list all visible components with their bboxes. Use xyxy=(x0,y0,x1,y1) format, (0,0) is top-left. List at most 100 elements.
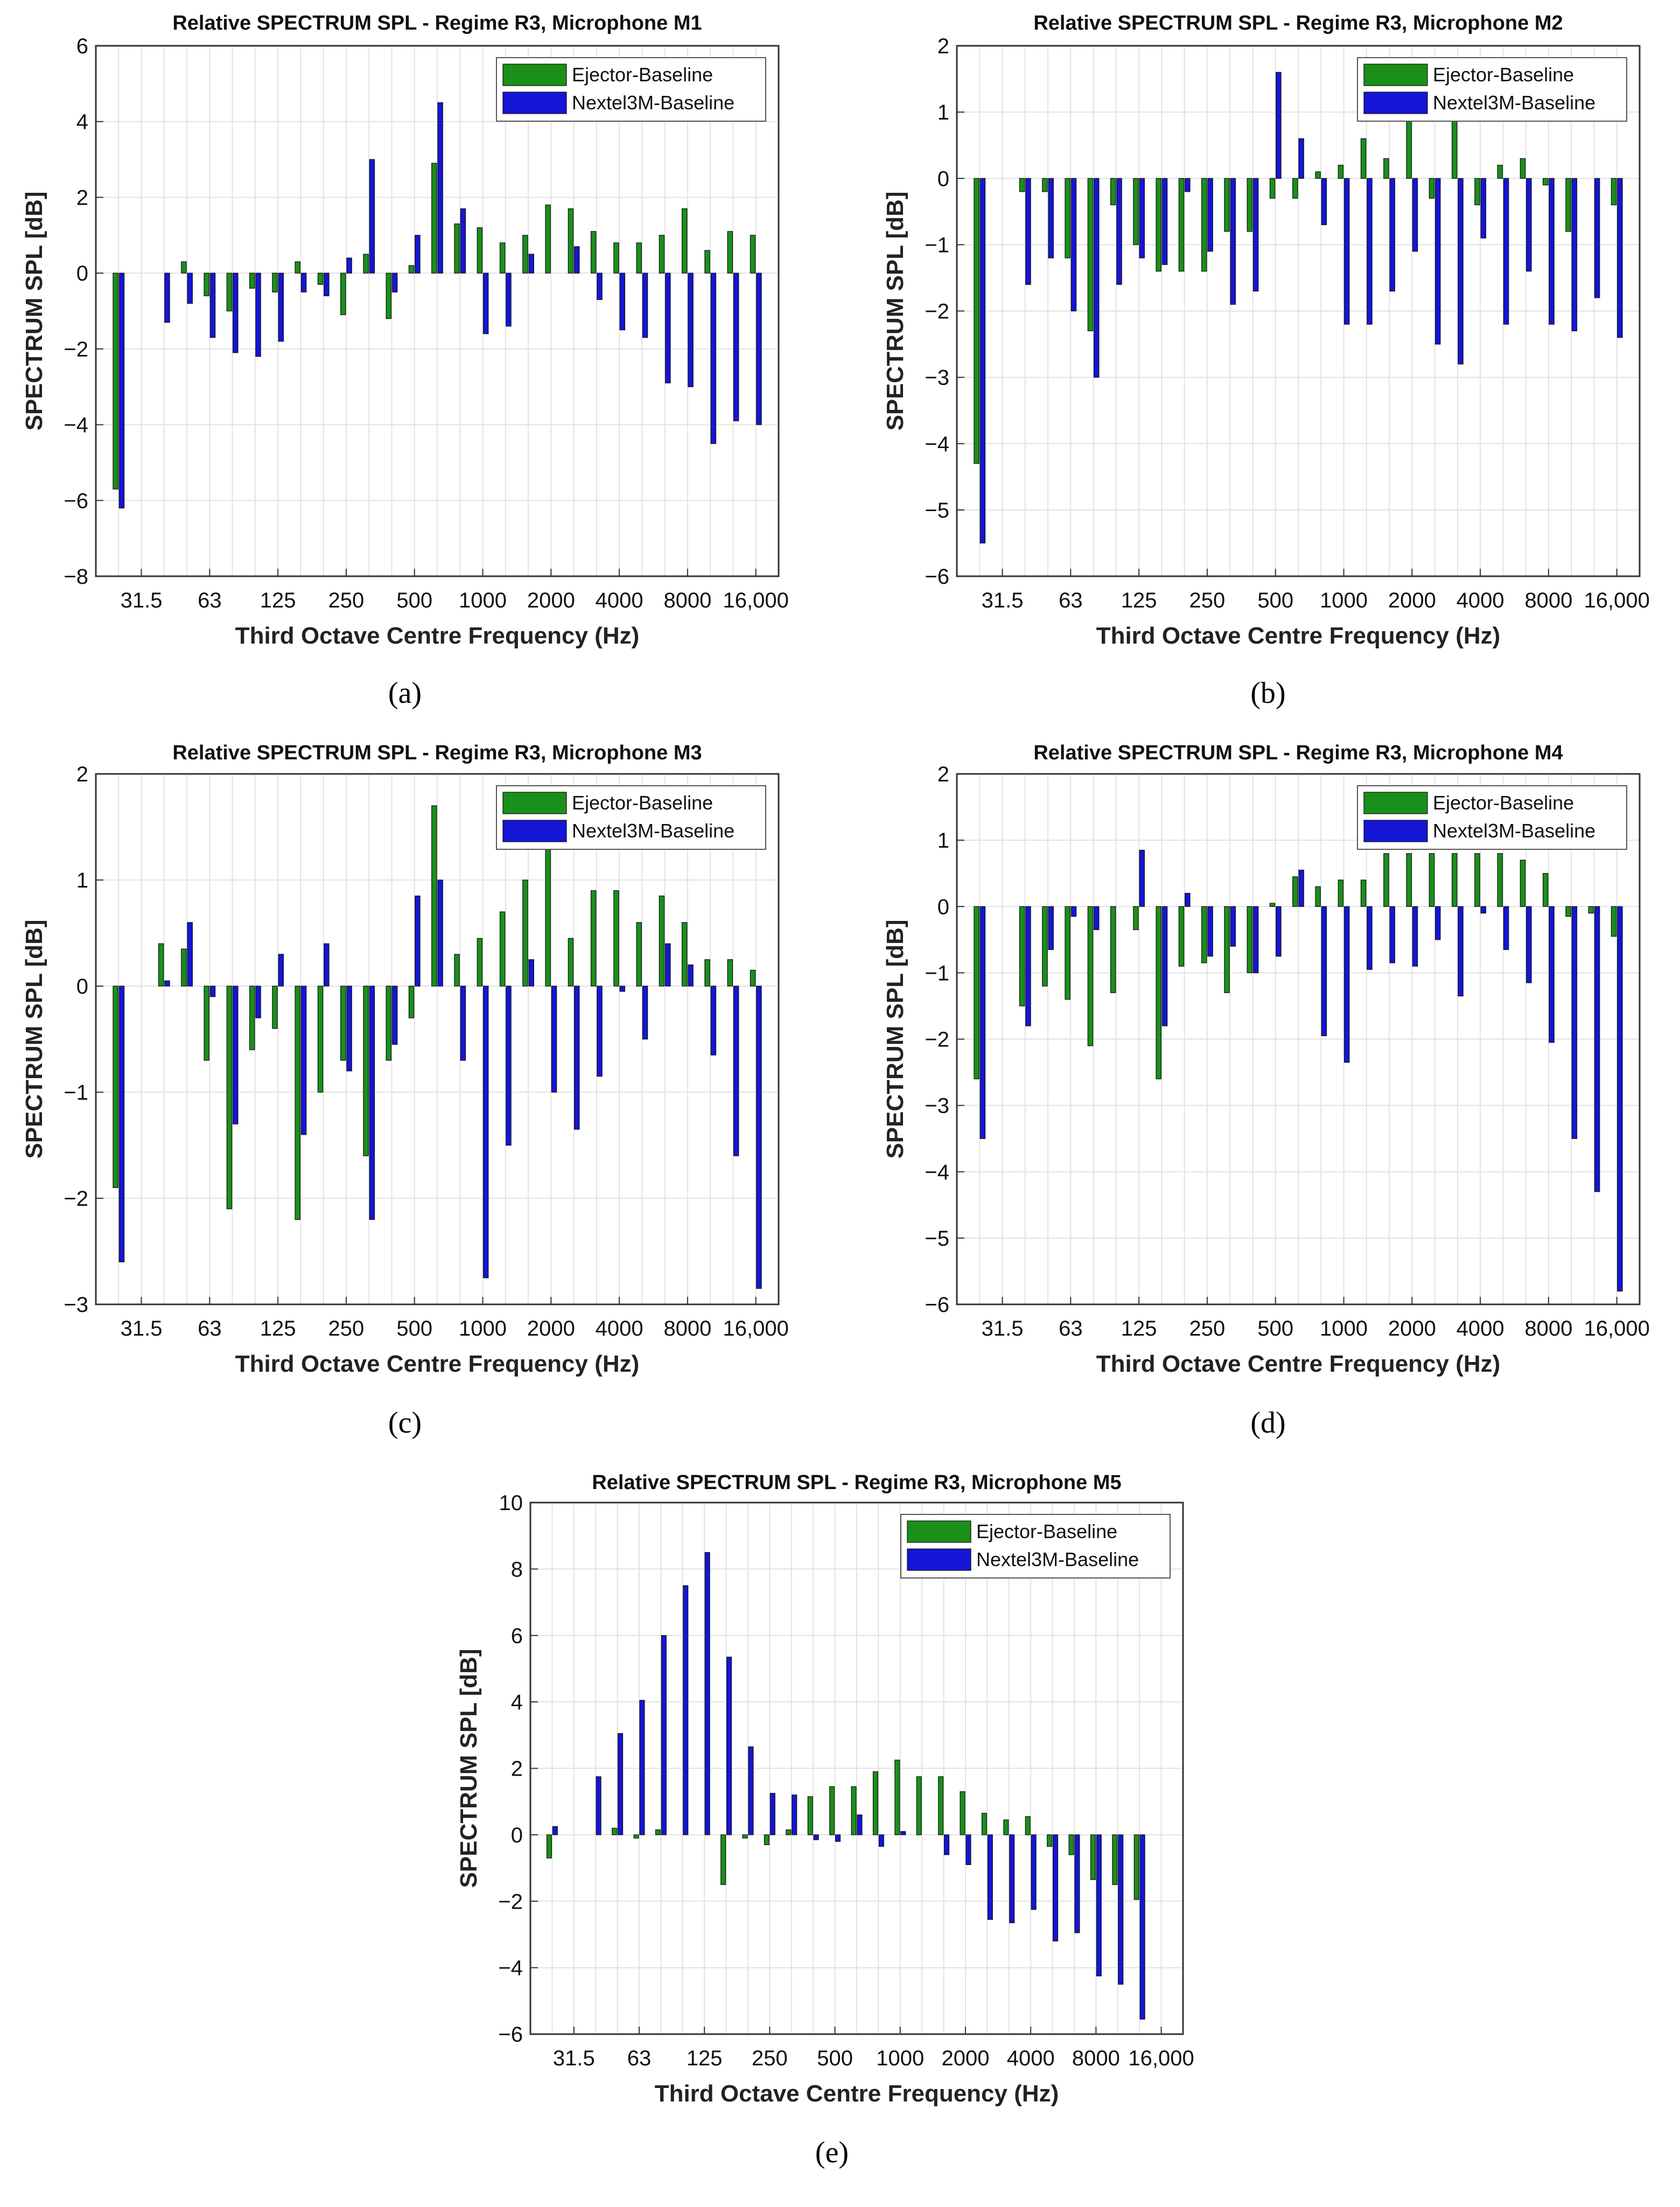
bar-nextel xyxy=(1185,893,1191,907)
bar-nextel xyxy=(617,1733,624,1835)
bar-ejector xyxy=(1383,853,1389,907)
bars xyxy=(974,849,1623,1291)
bar-ejector xyxy=(272,273,278,292)
bar-nextel xyxy=(506,273,512,327)
bar-ejector xyxy=(499,911,506,987)
bar-nextel xyxy=(255,986,261,1018)
legend-swatch-nextel xyxy=(502,92,567,114)
chart-panel-e: −6 −4 −2 0 2 4 6 8 10 31.5 63 125 250 500 1000 2000 4000… xyxy=(456,1471,1194,2169)
bar-nextel xyxy=(324,943,330,987)
x-tick-label: 4000 xyxy=(1457,589,1504,612)
bar-ejector xyxy=(655,1829,661,1835)
x-tick-label: 4000 xyxy=(1007,2047,1055,2070)
x-tick-label: 2000 xyxy=(1388,589,1436,612)
bar-ejector xyxy=(454,224,460,274)
bar-ejector xyxy=(226,986,233,1210)
chart-panel-c: −3 −2 −1 0 1 2 31.5 63 125 250 500 1000 2000 4000 8000… xyxy=(21,742,789,1440)
x-tick-label: 8000 xyxy=(663,589,711,612)
legend: Ejector-Baseline Nextel3M-Baseline xyxy=(900,1514,1171,1579)
bar-ejector xyxy=(1269,178,1276,199)
bar-nextel xyxy=(1549,906,1555,1043)
bar-ejector xyxy=(1042,178,1048,192)
bar-ejector xyxy=(1474,853,1480,907)
x-tick-label: 31.5 xyxy=(553,2047,595,2070)
bar-ejector xyxy=(1565,178,1571,232)
bar-ejector xyxy=(1497,853,1503,907)
bar-ejector xyxy=(720,1834,726,1885)
bar-ejector xyxy=(1497,165,1503,179)
x-axis-label: Third Octave Centre Frequency (Hz) xyxy=(1096,1351,1501,1377)
bar-nextel xyxy=(1118,1834,1124,1985)
legend-swatch-ejector xyxy=(907,1520,971,1543)
bar-ejector xyxy=(249,273,255,289)
bar-nextel xyxy=(733,273,739,422)
x-tick-label: 500 xyxy=(817,2047,853,2070)
legend-label-ejector: Ejector-Baseline xyxy=(572,64,713,86)
y-tick-label: −3 xyxy=(64,1293,88,1317)
bar-ejector xyxy=(1406,118,1412,179)
bar-ejector xyxy=(295,986,300,1220)
legend: Ejector-Baseline Nextel3M-Baseline xyxy=(496,785,766,850)
bar-ejector xyxy=(1068,1834,1074,1855)
bar-ejector xyxy=(1112,1834,1118,1885)
bar-ejector xyxy=(659,895,665,987)
bar-nextel xyxy=(1031,1834,1037,1910)
bar-ejector xyxy=(113,986,118,1188)
bar-nextel xyxy=(1526,906,1532,983)
bar-ejector xyxy=(1292,178,1298,199)
bar-nextel xyxy=(1321,178,1327,226)
bar-nextel xyxy=(460,986,466,1061)
bar-nextel xyxy=(1093,906,1100,930)
bar-nextel xyxy=(1048,178,1054,259)
x-tick-label: 31.5 xyxy=(982,1317,1024,1340)
bar-nextel xyxy=(979,906,986,1139)
x-tick-label: 4000 xyxy=(1457,1317,1504,1340)
bar-nextel xyxy=(665,273,671,383)
bar-nextel xyxy=(209,273,216,338)
y-tick-label: 6 xyxy=(511,1624,523,1648)
panel-label-c: (c) xyxy=(388,1406,422,1440)
x-tick-label: 63 xyxy=(1059,1317,1083,1340)
x-tick-label: 1000 xyxy=(1320,589,1368,612)
bar-nextel xyxy=(346,257,352,274)
bar-ejector xyxy=(1520,860,1526,907)
y-tick-label: 2 xyxy=(76,186,88,209)
bar-nextel xyxy=(164,980,170,987)
bar-nextel xyxy=(710,273,717,444)
y-tick-label: 0 xyxy=(76,975,88,998)
bar-ejector xyxy=(1019,906,1025,1007)
bar-nextel xyxy=(482,986,489,1279)
bar-ejector xyxy=(431,163,437,274)
x-tick-label: 16,000 xyxy=(723,589,789,612)
bar-nextel xyxy=(187,922,193,987)
y-tick-label: −2 xyxy=(925,300,949,324)
bar-nextel xyxy=(415,235,421,274)
bar-nextel xyxy=(683,1585,689,1835)
bar-nextel xyxy=(642,986,648,1040)
x-tick-label: 63 xyxy=(198,589,222,612)
bar-ejector xyxy=(204,273,209,296)
bar-ejector xyxy=(974,178,979,464)
bar-ejector xyxy=(1543,178,1549,186)
chart-title: Relative SPECTRUM SPL - Regime R3, Micro… xyxy=(172,742,702,764)
bar-nextel xyxy=(1096,1834,1102,1976)
bar-nextel xyxy=(704,1552,710,1835)
bar-ejector xyxy=(872,1771,878,1835)
bar-nextel xyxy=(528,254,534,274)
bar-ejector xyxy=(764,1834,769,1845)
bar-ejector xyxy=(590,890,597,987)
bar-ejector xyxy=(1269,903,1276,907)
x-tick-label: 4000 xyxy=(596,589,643,612)
bar-nextel xyxy=(1458,906,1464,997)
bar-nextel xyxy=(300,273,307,292)
bar-ejector xyxy=(1003,1819,1009,1835)
x-tick-label: 8000 xyxy=(1524,589,1572,612)
plot-frame xyxy=(95,773,780,1305)
bar-nextel xyxy=(278,954,284,987)
bar-ejector xyxy=(894,1759,900,1835)
bar-nextel xyxy=(943,1834,950,1855)
x-tick-label: 63 xyxy=(198,1317,222,1340)
legend-label-nextel: Nextel3M-Baseline xyxy=(976,1548,1139,1570)
bar-nextel xyxy=(1139,849,1145,907)
